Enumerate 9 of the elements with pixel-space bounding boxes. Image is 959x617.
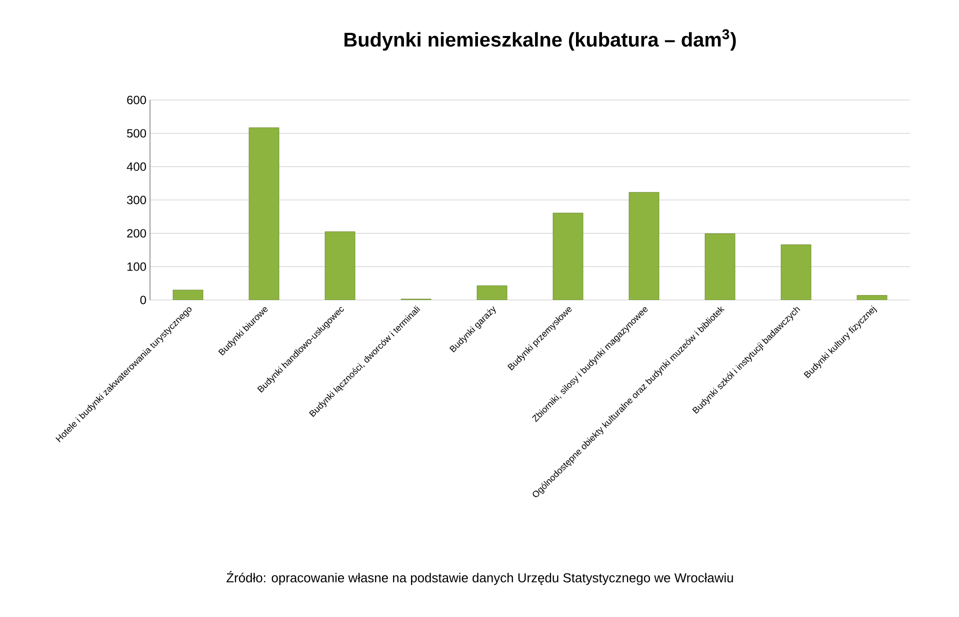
y-tick-label: 500	[127, 129, 146, 138]
chart-title: Budynki niemieszkalne (kubatura – dam$^{3}$)	[344, 29, 736, 51]
y-tick-label: 0	[140, 296, 146, 304]
y-tick-label: 100	[127, 262, 146, 271]
y-tick-label: 400	[126, 162, 146, 171]
y-tick-label: 600	[127, 96, 146, 104]
y-tick-label: 200	[127, 229, 146, 238]
text: Źródło: opracowanie własne na podstawie danych Urzędu Statystycznego we Wrocławiu	[226, 571, 733, 585]
y-tick-label: 300	[126, 196, 146, 204]
